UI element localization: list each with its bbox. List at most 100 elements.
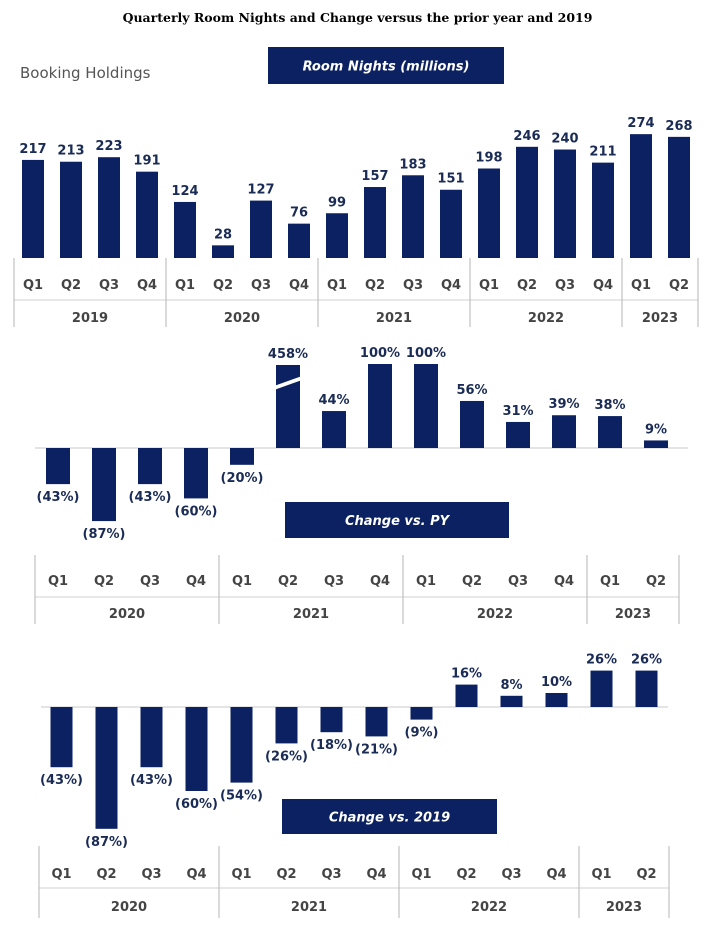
chart-1-bar <box>250 200 272 258</box>
chart-2-bar <box>92 448 116 522</box>
chart-1-quarter-tick: Q1 <box>631 278 651 293</box>
chart-3-bar <box>50 707 73 768</box>
chart-3-bar <box>590 670 613 707</box>
chart-3-title-banner <box>282 799 497 834</box>
chart-1-quarter-tick: Q1 <box>479 278 499 293</box>
chart-3-year-tick: 2022 <box>471 900 507 915</box>
chart-3-data-label: (60%) <box>175 797 218 812</box>
chart-2-quarter-tick: Q4 <box>554 574 574 589</box>
chart-1-bar <box>212 245 234 258</box>
chart-2-data-label: 100% <box>360 346 400 361</box>
chart-2-bar <box>506 421 530 448</box>
chart-3-data-label: (43%) <box>40 773 83 788</box>
chart-3-title: Change vs. 2019 <box>329 811 450 826</box>
chart-2-quarter-tick: Q2 <box>278 574 298 589</box>
chart-1-year-tick: 2022 <box>528 311 564 326</box>
chart-2-year-tick: 2021 <box>293 607 329 622</box>
chart-2-data-label: 31% <box>502 404 533 419</box>
chart-3-data-label: (21%) <box>355 742 398 757</box>
chart-1-bar <box>440 189 462 258</box>
chart-1-bar <box>402 175 424 258</box>
chart-2-quarter-tick: Q4 <box>186 574 206 589</box>
chart-3-data-label: (26%) <box>265 749 308 764</box>
chart-2-year-tick: 2022 <box>477 607 513 622</box>
chart-1-bar <box>478 168 500 258</box>
chart-2-data-label: (20%) <box>221 471 264 486</box>
chart-3-quarter-tick: Q1 <box>51 867 71 882</box>
chart-1-quarter-tick: Q1 <box>175 278 195 293</box>
chart-2-data-label: (43%) <box>129 490 172 505</box>
chart-1-quarter-tick: Q1 <box>327 278 347 293</box>
chart-2-quarter-tick: Q1 <box>416 574 436 589</box>
chart-1-data-label: 28 <box>214 227 232 242</box>
chart-3-bar <box>500 695 523 707</box>
chart-2-quarter-tick: Q1 <box>600 574 620 589</box>
chart-2-quarter-tick: Q4 <box>370 574 390 589</box>
chart-3-data-label: 10% <box>541 675 572 690</box>
chart-1-quarter-tick: Q3 <box>251 278 271 293</box>
chart-2-quarter-tick: Q3 <box>324 574 344 589</box>
chart-2-axis-break <box>274 376 302 390</box>
chart-1-quarter-tick: Q3 <box>403 278 423 293</box>
chart-2-bar <box>230 448 254 465</box>
chart-3-bar <box>410 707 433 720</box>
chart-1-quarter-tick: Q4 <box>441 278 461 293</box>
chart-3-bar <box>320 707 343 733</box>
chart-2-data-label: 44% <box>318 393 349 408</box>
chart-1-data-label: 151 <box>437 172 464 187</box>
chart-3-quarter-tick: Q4 <box>546 867 566 882</box>
chart-3-data-label: 16% <box>451 667 482 682</box>
chart-1-quarter-tick: Q3 <box>99 278 119 293</box>
chart-1-year-tick: 2023 <box>642 311 678 326</box>
chart-1-bar <box>554 149 576 258</box>
chart-2-data-label: (87%) <box>83 527 126 542</box>
chart-1-data-label: 240 <box>551 132 578 147</box>
chart-1-title: Room Nights (millions) <box>303 60 470 75</box>
chart-3-quarter-tick: Q1 <box>591 867 611 882</box>
chart-1-data-label: 198 <box>475 151 502 166</box>
chart-1-data-label: 157 <box>361 169 388 184</box>
chart-2-bar <box>46 448 70 485</box>
chart-2-bar <box>598 416 622 448</box>
chart-3-quarter-tick: Q1 <box>411 867 431 882</box>
chart-3-bar <box>275 707 298 744</box>
chart-2-quarter-tick: Q2 <box>646 574 666 589</box>
chart-3-quarter-tick: Q4 <box>366 867 386 882</box>
chart-2-data-label: 9% <box>645 422 667 437</box>
chart-3-year-tick: 2023 <box>606 900 642 915</box>
chart-1-title-banner <box>268 47 504 84</box>
chart-1-quarter-tick: Q2 <box>213 278 233 293</box>
chart-1-data-label: 268 <box>665 119 692 134</box>
chart-2-bar <box>644 440 668 448</box>
chart-3-year-tick: 2021 <box>291 900 327 915</box>
chart-2-quarter-tick: Q3 <box>140 574 160 589</box>
chart-3-data-label: (54%) <box>220 789 263 804</box>
chart-1-quarter-tick: Q4 <box>289 278 309 293</box>
chart-1-bar <box>98 157 120 258</box>
chart-2-data-label: 38% <box>594 398 625 413</box>
chart-1-data-label: 274 <box>627 116 654 131</box>
chart-3-data-label: (43%) <box>130 773 173 788</box>
chart-2-quarter-tick: Q2 <box>462 574 482 589</box>
chart-1-data-label: 217 <box>19 142 46 157</box>
chart-2-bar <box>460 400 484 448</box>
chart-2-quarter-tick: Q3 <box>508 574 528 589</box>
chart-1-data-label: 183 <box>399 157 426 172</box>
chart-2-data-label: 458% <box>268 347 308 362</box>
chart-3-bar <box>545 693 568 707</box>
chart-3-quarter-tick: Q2 <box>456 867 476 882</box>
chart-1-year-tick: 2019 <box>72 311 108 326</box>
chart-2-data-label: 39% <box>548 397 579 412</box>
chart-1-bar <box>174 201 196 258</box>
chart-1-bar <box>22 159 44 258</box>
chart-2-bar <box>276 365 300 448</box>
chart-2-bar <box>552 415 576 448</box>
chart-1-bar <box>668 136 690 258</box>
chart-1-data-label: 191 <box>133 154 160 169</box>
chart-3-data-label: 26% <box>586 653 617 668</box>
chart-3-data-label: (87%) <box>85 835 128 850</box>
chart-3-bar <box>95 707 118 829</box>
chart-2-bar <box>138 448 162 485</box>
chart-1-data-label: 246 <box>513 129 540 144</box>
chart-2-data-label: (60%) <box>175 504 218 519</box>
